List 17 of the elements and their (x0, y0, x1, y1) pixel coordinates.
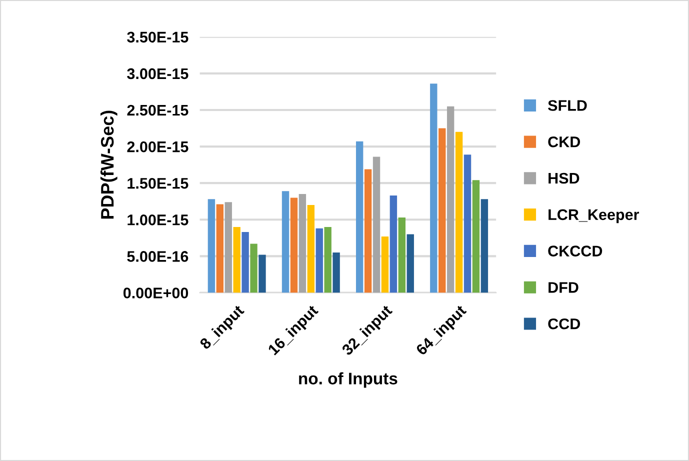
x-axis-title: no. of Inputs (299, 372, 398, 388)
legend-label: LCR_Keeper (548, 209, 640, 224)
y-axis-title: PDP(fW-Sec) (100, 110, 118, 219)
y-tick-label: 2.00E-15 (127, 141, 188, 152)
y-tick-label: 1.00E-15 (128, 214, 188, 226)
y-tick-label: 3.00E-15 (127, 68, 188, 80)
legend-label: DFD (548, 282, 578, 293)
y-tick-label: 2.50E-15 (127, 104, 188, 116)
y-tick-label: 5.00E-16 (127, 251, 188, 262)
y-tick-label: 0.00E+00 (123, 288, 188, 298)
legend-label: HSD (548, 172, 580, 184)
y-tick-label: 3.50E-15 (127, 32, 188, 43)
legend-label: CKD (548, 136, 580, 148)
legend-label: CCD (548, 318, 580, 330)
legend-label: SFLD (548, 100, 587, 111)
legend-label: CKCCD (548, 246, 602, 256)
y-tick-label: 1.50E-15 (128, 178, 188, 189)
